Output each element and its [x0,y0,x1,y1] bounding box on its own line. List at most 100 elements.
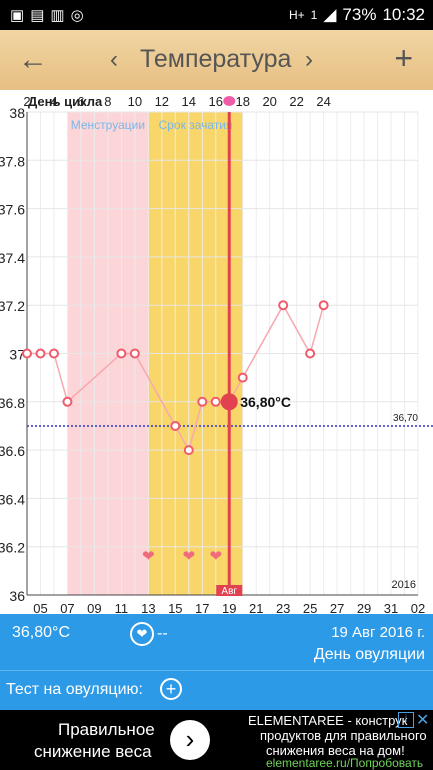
temperature-point [170,420,181,431]
x-tick-label: 15 [168,601,182,614]
cycle-phase: День овуляции [313,646,425,663]
cycle-tick-label: 22 [289,94,303,109]
status-bar: ▣▤▥◎ H+ 1 ◢ 73% 10:32 [0,0,433,30]
cycle-tick-label: 4 [50,94,57,109]
x-tick-label: 19 [222,601,236,614]
menstruation-label: Менструации [71,118,145,132]
x-tick-label: 27 [330,601,344,614]
y-tick-label: 36 [9,588,25,604]
ad-text-3: снижения веса на дом! [266,743,405,758]
coverline-label: 36,70 [393,413,418,424]
ad-text-2: продуктов для правильного [260,728,427,743]
selected-date: 19 Авг 2016 г. [331,624,425,641]
temperature-point [237,372,248,383]
x-tick-label: 11 [115,601,129,614]
heart-icon: ❤ [183,547,196,565]
x-tick-label: 09 [87,601,101,614]
x-tick-label: 25 [303,601,317,614]
ad-text-1: ELEMENTAREE - конструк [248,713,408,728]
x-tick-label: 13 [141,601,155,614]
selected-point-label: 36,80°C [240,394,291,410]
arrow-left-icon[interactable]: ← [18,43,48,76]
instagram-icon: ◎ [70,7,90,24]
fertile-label: Срок зачатия [159,118,233,132]
clock: 10:32 [382,5,425,24]
network-type: H+ [288,8,305,22]
cycle-tick-label: 18 [235,94,249,109]
cycle-tick-label: 14 [182,94,196,109]
photo-icon: ▣ [10,7,31,24]
x-tick-label: 05 [33,601,47,614]
ad-link[interactable]: elementaree.ru/Попробовать [266,756,424,770]
cycle-tick-label: 16 [209,94,223,109]
month-badge [216,585,243,596]
sim-indicator: 1 [310,8,318,22]
cycle-tick-label: 2 [23,94,30,109]
ad-banner[interactable]: Правильное снижение веса › ELEMENTAREE -… [0,710,433,770]
cycle-day-label: День цикла [28,94,103,109]
selected-point [220,393,238,411]
selected-temperature: 36,80°C [12,624,70,641]
x-tick-label: 31 [384,601,398,614]
ovulation-egg-icon [223,96,236,106]
intercourse-note: -- [157,625,168,642]
x-tick-label: 02 [411,601,425,614]
y-tick-label: 36.6 [0,443,25,459]
ad-headline-1: Правильное [58,720,155,739]
ad-headline-2: снижение веса [34,742,152,761]
temperature-point [278,300,289,311]
y-tick-label: 37.4 [0,250,25,266]
x-tick-label: 07 [60,601,74,614]
x-tick-label: 17 [195,601,209,614]
x-tick-label: 29 [357,601,371,614]
chevron-left-icon[interactable]: ‹ [110,46,118,73]
temperature-point [62,396,73,407]
ovulation-test-label: Тест на овуляцию: [6,681,143,698]
y-tick-label: 37.6 [0,202,25,218]
chevron-right-icon[interactable]: › [170,720,210,760]
cycle-tick-label: 6 [77,94,84,109]
cycle-tick-label: 12 [155,94,169,109]
temperature-point [210,396,221,407]
ad-info-icon[interactable]: i [398,712,414,728]
header-bar: ← ‹ Температура › + [0,30,433,91]
y-tick-label: 36.8 [0,395,25,411]
y-tick-label: 36.2 [0,540,25,556]
ovulation-test-bar[interactable]: Тест на овуляцию: + [0,670,433,711]
info-bar: 36,80°C ❤ -- 19 Авг 2016 г. День овуляци… [0,614,433,670]
temperature-point [22,348,32,359]
temperature-point [116,348,127,359]
heart-icon: ❤ [209,547,222,565]
y-tick-label: 37.8 [0,153,25,169]
y-tick-label: 36.4 [0,491,25,507]
year-label: 2016 [392,579,416,591]
page-title: Температура [140,45,292,73]
temperature-point [48,348,59,359]
month-label: Авг [221,586,237,597]
heart-circle-icon[interactable]: ❤ [130,622,154,646]
briefcase-icon: ▥ [50,7,71,24]
heart-icon: ❤ [142,547,155,565]
plus-icon[interactable]: + [394,40,413,76]
y-tick-label: 37 [9,347,25,363]
plus-circle-icon[interactable]: + [160,678,182,700]
close-icon[interactable]: ✕ [416,712,430,729]
temperature-point [129,348,140,359]
temperature-point [183,445,194,456]
temperature-point [35,348,46,359]
cycle-tick-label: 8 [104,94,111,109]
temperature-point [318,300,329,311]
cycle-tick-label: 10 [128,94,142,109]
signal-icon: ◢ [323,5,337,24]
cycle-tick-label: 24 [316,94,330,109]
y-tick-label: 37.2 [0,298,25,314]
temperature-chart[interactable]: 38 37.8 37.6 37.4 37.2 37 36.8 36.6 36.4 36.2 36 Ме… [0,90,433,614]
temperature-point [305,348,316,359]
y-tick-label: 38 [9,105,25,121]
cycle-tick-label: 20 [262,94,276,109]
battery-percent: 73% [342,5,377,24]
temperature-point [197,396,208,407]
notification-icons: ▣▤▥◎ [10,6,90,24]
chevron-right-icon[interactable]: › [305,46,313,73]
gallery-icon: ▤ [30,7,51,24]
